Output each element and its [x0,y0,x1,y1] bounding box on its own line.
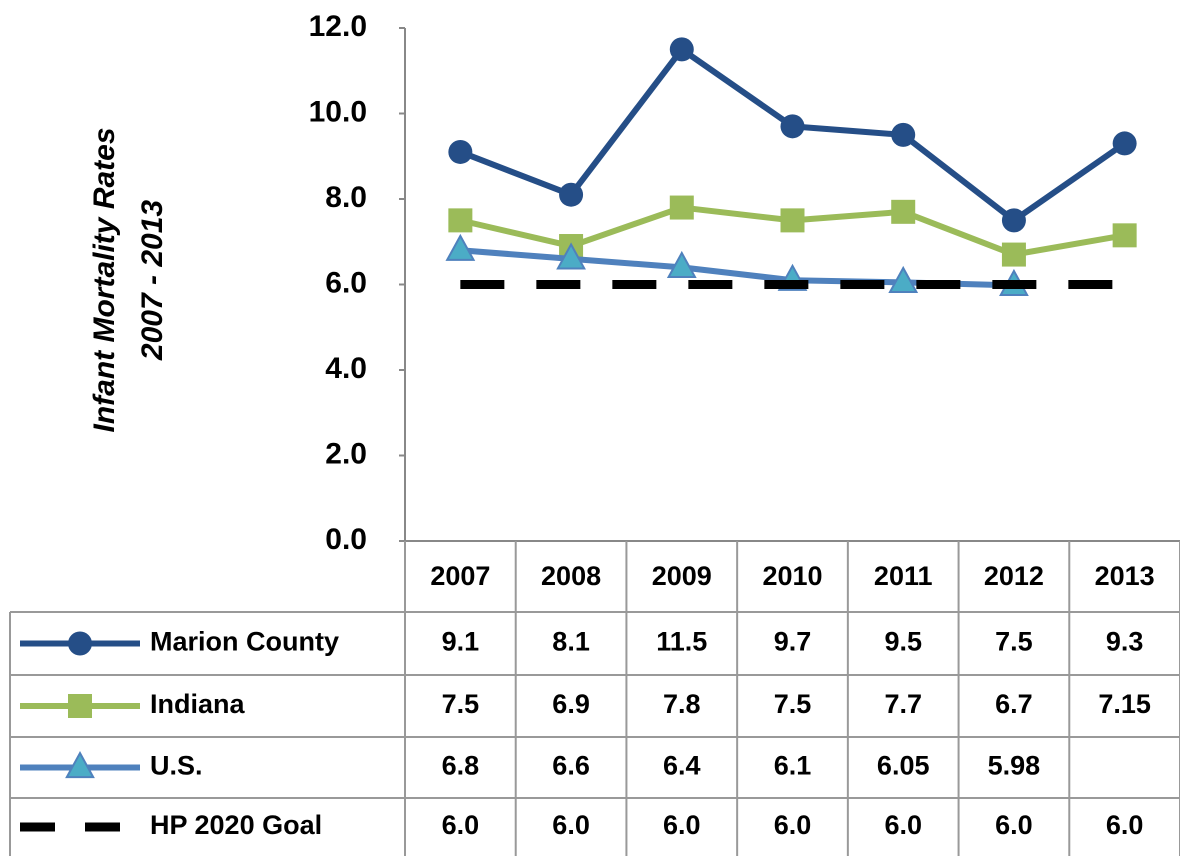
marker [1001,208,1026,233]
table-cell: 7.7 [884,689,922,719]
legend-label: Indiana [150,689,245,719]
y-tick-label: 8.0 [325,181,367,214]
table-cell: 6.0 [663,810,701,840]
x-tick-label: 2007 [430,561,490,591]
table-cell: 6.05 [877,751,930,781]
table-cell: 7.5 [442,689,480,719]
y-axis-title-line: 2007 - 2013 [136,200,169,361]
table-cell: 5.98 [988,751,1041,781]
y-tick-label: 2.0 [325,437,367,470]
table-cell: 7.5 [774,689,812,719]
x-tick-label: 2010 [762,561,822,591]
x-tick-label: 2013 [1095,561,1155,591]
marker [891,199,916,224]
marker [888,265,919,293]
table-cell: 6.0 [1106,810,1144,840]
y-tick-label: 10.0 [309,95,367,128]
legend-label: U.S. [150,751,203,781]
x-tick-label: 2011 [874,561,933,591]
table-cell: 6.0 [774,810,812,840]
marker [448,208,473,233]
marker [559,182,584,207]
table-cell: 6.7 [995,689,1033,719]
marker [1001,242,1026,267]
marker [445,233,476,261]
marker [780,208,805,233]
table-cell: 6.0 [884,810,922,840]
table-cell: 6.6 [552,751,590,781]
marker [1112,223,1137,248]
y-tick-label: 12.0 [309,10,367,43]
marker [68,694,92,718]
table-cell: 9.7 [774,627,812,657]
y-tick-label: 6.0 [325,266,367,299]
x-tick-label: 2008 [541,561,601,591]
table-cell: 9.3 [1106,627,1144,657]
y-axis-title: Infant Mortality Rates 2007 - 2013 [88,127,169,432]
y-axis-title-line: Infant Mortality Rates [88,127,121,432]
marker [666,250,697,278]
y-tick-label: 4.0 [325,352,367,385]
table-cell: 6.0 [995,810,1033,840]
x-tick-label: 2012 [984,561,1044,591]
table-cell: 6.0 [552,810,590,840]
table-cell: 8.1 [552,627,590,657]
table-cell: 6.9 [552,689,590,719]
table-cell: 6.8 [442,751,480,781]
table-cell: 9.1 [442,627,480,657]
marker [891,122,916,147]
x-tick-label: 2009 [652,561,712,591]
table-cell: 9.5 [884,627,922,657]
marker [65,751,95,779]
table-cell: 6.4 [663,751,701,781]
marker [669,195,694,220]
marker [68,631,92,656]
legend-label: Marion County [150,627,339,657]
marker [448,139,473,164]
legend-label: HP 2020 Goal [150,810,322,840]
table-cell: 7.5 [995,627,1033,657]
marker [669,37,694,62]
table-cell: 7.15 [1098,689,1151,719]
table-cell: 6.0 [442,810,480,840]
table-cell: 7.8 [663,689,701,719]
marker [1112,131,1137,156]
marker [780,114,805,139]
marker [556,242,586,270]
table-cell: 6.1 [774,751,812,781]
table-cell: 11.5 [656,627,707,657]
y-tick-label: 0.0 [325,523,367,556]
